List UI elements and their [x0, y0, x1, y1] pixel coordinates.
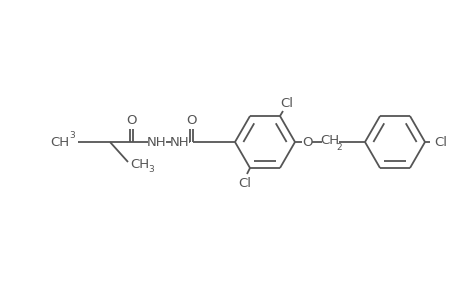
Text: Cl: Cl [434, 136, 447, 148]
Text: O: O [186, 115, 196, 128]
Text: Cl: Cl [238, 178, 251, 190]
Text: Cl: Cl [280, 97, 293, 110]
Text: CH: CH [50, 136, 69, 148]
Text: 3: 3 [69, 131, 75, 140]
Text: CH: CH [320, 134, 339, 148]
Text: O: O [302, 136, 313, 148]
Text: O: O [126, 115, 136, 128]
Text: NH: NH [147, 136, 167, 148]
Text: CH: CH [130, 158, 149, 170]
Text: 3: 3 [148, 166, 154, 175]
Text: NH: NH [170, 136, 190, 148]
Text: 2: 2 [336, 142, 341, 152]
